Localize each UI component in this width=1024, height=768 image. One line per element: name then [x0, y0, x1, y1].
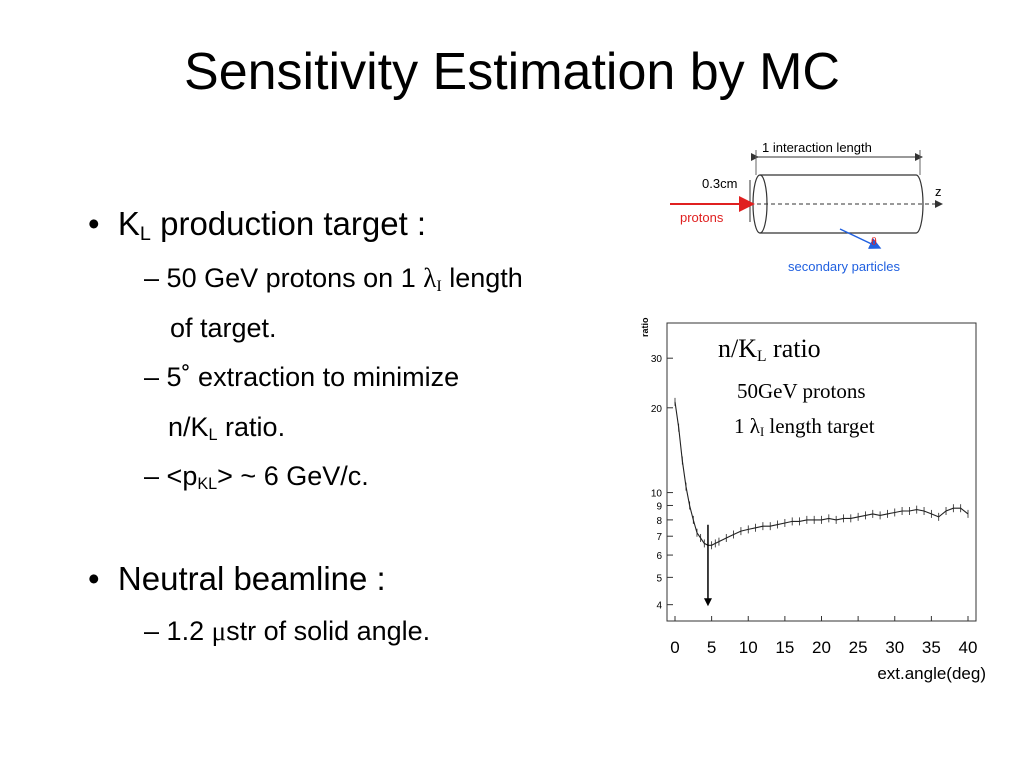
theta-label: θ	[871, 234, 877, 248]
thickness-label: 0.3cm	[702, 176, 737, 191]
x-tick-label: 35	[922, 638, 941, 657]
target-diagram: 1 interaction length z 0.3cm protons θ s…	[670, 140, 943, 274]
note-lambda-sub: I	[759, 425, 765, 440]
note-lambda: λ	[749, 414, 760, 438]
dash: –	[144, 461, 160, 491]
x-tick-label: 20	[812, 638, 831, 657]
chart-title-sub: L	[757, 347, 767, 365]
lambda-sub: I	[436, 277, 442, 296]
subbullet-extraction-line2: n/KL ratio.	[168, 412, 285, 443]
subbullet-solid-angle: – 1.2 μstr of solid angle.	[144, 616, 430, 647]
data-points	[674, 397, 969, 550]
bullet-text-k: K	[117, 205, 140, 242]
solid-angle-post: str of solid angle.	[226, 616, 431, 646]
subbullet-momentum: – <pKL> ~ 6 GeV/c.	[144, 461, 369, 492]
subbullet-protons-line2: of target.	[170, 313, 277, 343]
dash: –	[144, 616, 160, 646]
y-tick-label: 20	[651, 404, 663, 415]
momentum-sub: KL	[197, 475, 218, 494]
x-tick-label: 40	[959, 638, 978, 657]
subbullet-protons-pre: 50 GeV protons on 1	[166, 263, 424, 293]
y-tick-label: 10	[651, 489, 663, 500]
momentum-pre: <p	[166, 461, 198, 491]
chart-title-pre: n/K	[718, 334, 757, 363]
chart-note-target: 1 λI length target	[734, 414, 875, 439]
z-label: z	[935, 184, 942, 199]
chart-note-protons: 50GeV protons	[737, 379, 866, 403]
y-tick-label: 7	[656, 532, 662, 543]
subbullet-extraction-line1: 5˚ extraction to minimize	[166, 362, 460, 392]
note-target-post: length target	[764, 414, 875, 438]
x-tick-label: 30	[885, 638, 904, 657]
secondary-arrow	[839, 228, 882, 249]
bullet-neutral-text: Neutral beamline :	[117, 560, 386, 597]
bullet-dot: •	[88, 560, 100, 597]
y-tick-label: 5	[656, 573, 662, 584]
y-ticks: 4 5 6 7 8 910 20 30	[651, 354, 673, 612]
x-tick-label: 25	[849, 638, 868, 657]
y-tick-label: 6	[656, 551, 662, 562]
dash: –	[144, 362, 160, 392]
slide-title: Sensitivity Estimation by MC	[184, 43, 840, 101]
y-tick-label: 8	[656, 516, 662, 527]
dash: –	[144, 263, 160, 293]
momentum-post: > ~ 6 GeV/c.	[217, 461, 369, 491]
x-tick-label: 10	[739, 638, 758, 657]
note-target-pre: 1	[734, 414, 750, 438]
lambda-symbol: λ	[423, 263, 437, 293]
y-tick-label: 9	[656, 501, 662, 512]
secondary-label: secondary particles	[788, 259, 900, 274]
solid-angle-pre: 1.2	[166, 616, 212, 646]
target-cylinder	[760, 174, 924, 234]
bullet-text-k-sub: L	[139, 222, 151, 245]
length-label: 1 interaction length	[762, 140, 872, 155]
subbullet-protons-post: length	[441, 263, 523, 293]
y-axis-label: ratio	[640, 317, 650, 337]
nkl-sub: L	[208, 426, 218, 445]
bullet-text-rest: production target :	[150, 205, 427, 242]
bullet-production-target: • KL production target :	[88, 205, 427, 245]
x-axis-label: ext.angle(deg)	[877, 664, 986, 683]
plot-frame	[666, 322, 977, 622]
chart-title-post: ratio	[766, 334, 821, 363]
protons-label: protons	[680, 210, 724, 225]
minimum-marker-arrowhead	[703, 598, 712, 607]
bullet-neutral-beamline: • Neutral beamline :	[88, 560, 386, 598]
x-tick-label: 15	[775, 638, 794, 657]
bullet-dot: •	[88, 205, 100, 242]
x-tick-label: 0	[670, 638, 679, 657]
nkl-post: ratio.	[217, 412, 286, 442]
y-tick-label: 4	[656, 601, 662, 612]
mu-symbol: μ	[211, 616, 227, 646]
nkl-pre: n/K	[168, 412, 209, 442]
subbullet-protons: – 50 GeV protons on 1 λI length	[144, 263, 523, 294]
subbullet-extraction: – 5˚ extraction to minimize	[144, 362, 459, 393]
x-tick-label: 5	[707, 638, 716, 657]
x-ticks: 0 5 10 15 20 25 30 35 40	[670, 616, 977, 657]
chart-title: n/KL ratio	[718, 334, 821, 364]
y-tick-label: 30	[651, 354, 663, 365]
